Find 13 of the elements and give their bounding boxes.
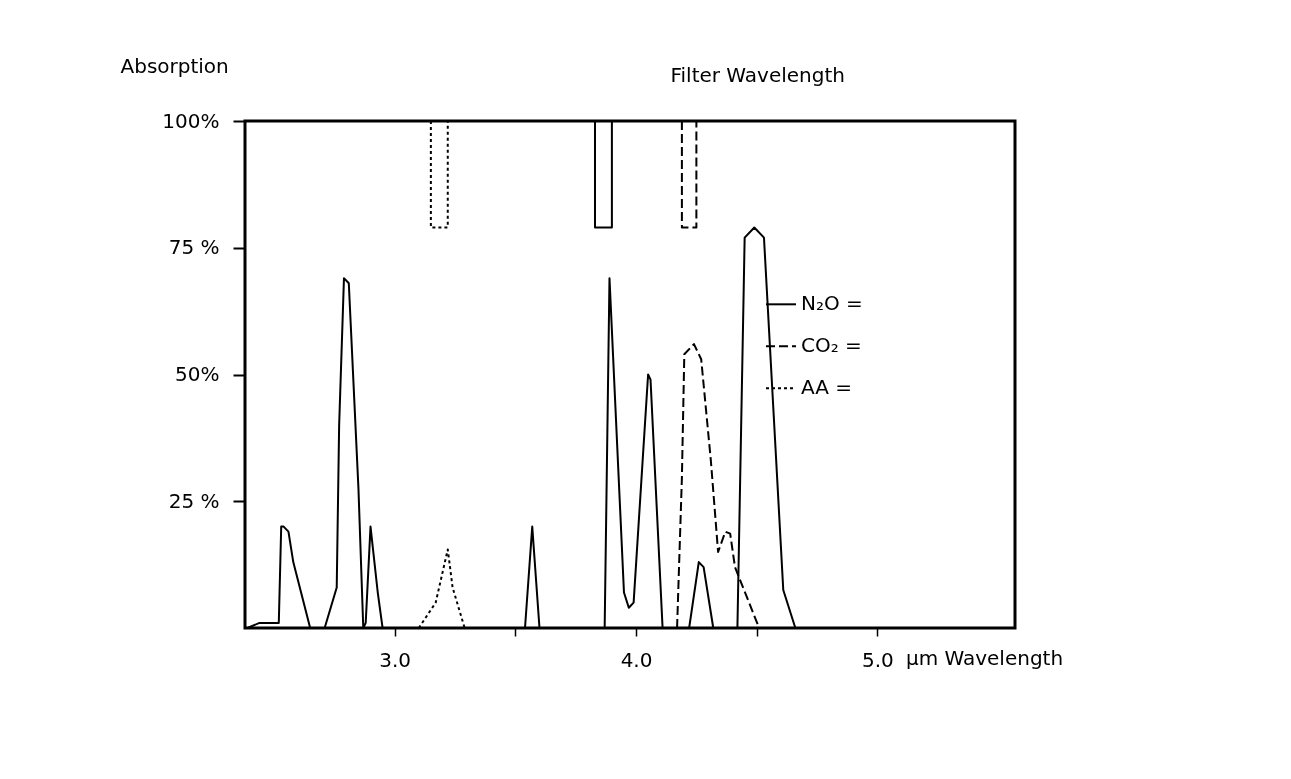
legend-label: AA = — [801, 375, 853, 400]
legend-label: CO₂ = — [801, 333, 862, 358]
y-tick-label: 25 % — [168, 488, 220, 513]
legend-label: N₂O = — [801, 291, 863, 316]
x-tick-label: 3.0 — [379, 647, 412, 672]
y-tick-label: 50% — [175, 362, 220, 386]
x-tick-label: 5.0 — [862, 647, 894, 672]
y-tick-label: 75 % — [168, 235, 220, 260]
text: Filter Wavelength — [670, 63, 845, 87]
y-axis-title: Absorption — [120, 53, 229, 78]
x-tick-label: 4.0 — [620, 647, 653, 672]
x-axis-title: μm Wavelength — [905, 645, 1064, 670]
y-tick-label: 100% — [162, 108, 220, 133]
